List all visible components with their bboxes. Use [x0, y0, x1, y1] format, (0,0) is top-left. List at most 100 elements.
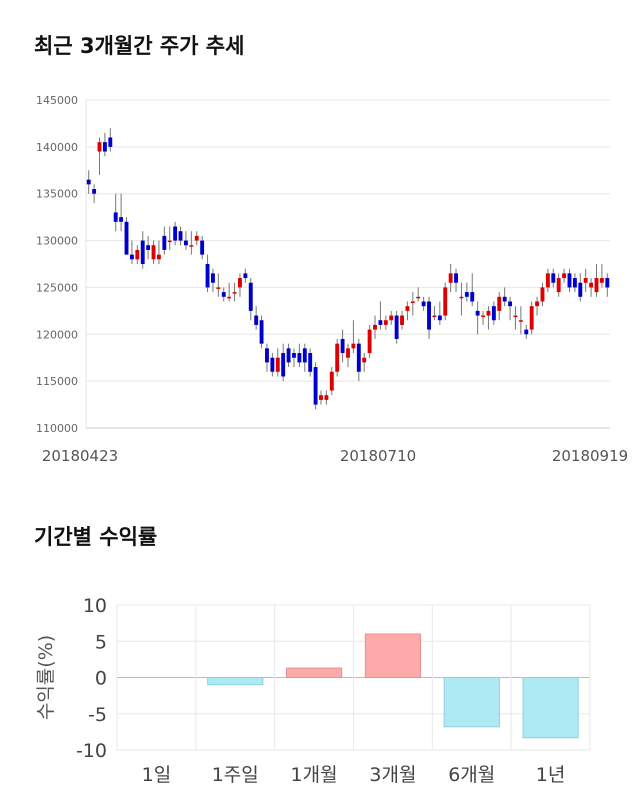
price-candle: [183, 231, 188, 250]
price-candle: [567, 268, 572, 293]
return-gridlines: [116, 604, 591, 751]
return-y-tick-label: 10: [83, 595, 107, 617]
price-candle: [405, 301, 410, 321]
price-candle: [194, 231, 199, 246]
return-bar: [207, 677, 264, 686]
price-candle: [254, 306, 259, 330]
price-candle: [578, 273, 583, 302]
price-candle: [351, 320, 356, 354]
price-candle: [356, 338, 361, 382]
price-candle: [129, 240, 134, 264]
price-candle: [200, 235, 205, 260]
price-gridlines: [85, 99, 610, 429]
return-x-tick-label: 1일: [142, 764, 172, 786]
price-y-tick-label: 120000: [36, 328, 78, 341]
price-candle: [319, 390, 323, 405]
price-candle: [151, 240, 156, 264]
return-bar: [364, 633, 422, 678]
price-y-tick-label: 125000: [36, 281, 78, 294]
price-candle: [470, 273, 475, 307]
price-candle: [400, 310, 404, 330]
price-candle: [545, 268, 550, 293]
price-y-tick-label: 135000: [36, 188, 78, 201]
price-candle: [205, 254, 210, 293]
price-candle: [162, 226, 167, 255]
price-candle: [416, 287, 421, 302]
price-candle: [178, 226, 183, 246]
return-x-tick-label: 1년: [536, 764, 566, 786]
price-candle: [173, 221, 178, 246]
price-y-tick-label: 115000: [36, 375, 78, 388]
price-candle: [556, 273, 561, 297]
price-candle: [540, 282, 545, 307]
return-bar: [522, 677, 579, 739]
return-y-tick-label: -10: [76, 740, 107, 762]
stock-price-candlestick-chart: 110000 115000 120000 125000 130000 135000 1400…: [36, 94, 628, 465]
return-bars: [207, 633, 579, 739]
price-y-tick-label: 145000: [36, 94, 78, 107]
price-candle: [362, 353, 367, 372]
return-x-tick-label: 1개월: [291, 764, 338, 786]
period-return-title: 기간별 수익률: [34, 525, 158, 549]
price-candle: [216, 273, 221, 297]
price-candle: [394, 310, 399, 344]
price-x-tick-label: 20180423: [42, 447, 118, 465]
price-candle: [475, 301, 480, 335]
price-candle: [243, 268, 248, 283]
price-candle: [227, 282, 232, 302]
price-candle: [437, 301, 442, 325]
price-candle: [562, 268, 567, 283]
price-candle: [383, 315, 388, 330]
price-candle: [259, 315, 264, 349]
price-candle: [281, 343, 286, 382]
return-x-tick-label: 1주일: [212, 764, 259, 786]
return-y-axis-label: 수익률(%): [35, 635, 57, 720]
price-candle: [124, 217, 129, 255]
price-candle: [443, 282, 448, 321]
price-candle: [340, 329, 345, 363]
price-candle: [524, 324, 529, 339]
price-candle: [346, 343, 350, 368]
price-candle: [189, 231, 194, 255]
price-candle: [211, 268, 215, 293]
price-candle: [491, 301, 496, 325]
price-candle: [367, 324, 372, 358]
price-candle: [448, 264, 453, 293]
price-candle: [97, 137, 102, 175]
return-bar: [285, 667, 343, 679]
price-candle: [265, 343, 269, 372]
price-candle: [594, 264, 599, 297]
return-x-tick-label: 6개월: [448, 764, 495, 786]
price-candle: [497, 292, 502, 321]
price-candle: [421, 296, 426, 311]
price-candle: [113, 193, 118, 232]
price-candle: [86, 170, 91, 194]
return-y-tick-label: -5: [88, 704, 107, 726]
return-x-tick-label: 3개월: [369, 764, 416, 786]
price-candle: [481, 310, 485, 325]
price-y-tick-label: 110000: [36, 422, 78, 435]
price-candle: [551, 268, 556, 288]
price-candle: [275, 348, 280, 377]
price-candle: [389, 310, 394, 325]
price-candle: [221, 287, 226, 302]
price-candle: [297, 343, 302, 368]
price-candle: [146, 235, 151, 260]
price-candle: [486, 306, 491, 330]
price-candle: [308, 348, 313, 377]
price-candle: [135, 245, 140, 264]
price-y-tick-label: 130000: [36, 235, 78, 248]
return-y-tick-labels: 10 5 0 -5 -10: [76, 595, 107, 762]
price-candle: [464, 282, 469, 302]
price-y-tick-labels: 110000 115000 120000 125000 130000 135000 1400…: [36, 94, 78, 435]
return-bar: [443, 677, 500, 728]
price-candle: [513, 306, 518, 330]
price-candle: [335, 338, 340, 377]
price-candle: [108, 128, 113, 152]
price-candle: [373, 315, 377, 339]
price-candle: [232, 282, 237, 302]
price-candle: [572, 273, 577, 293]
price-candle: [427, 296, 431, 339]
price-candle: [410, 292, 415, 316]
